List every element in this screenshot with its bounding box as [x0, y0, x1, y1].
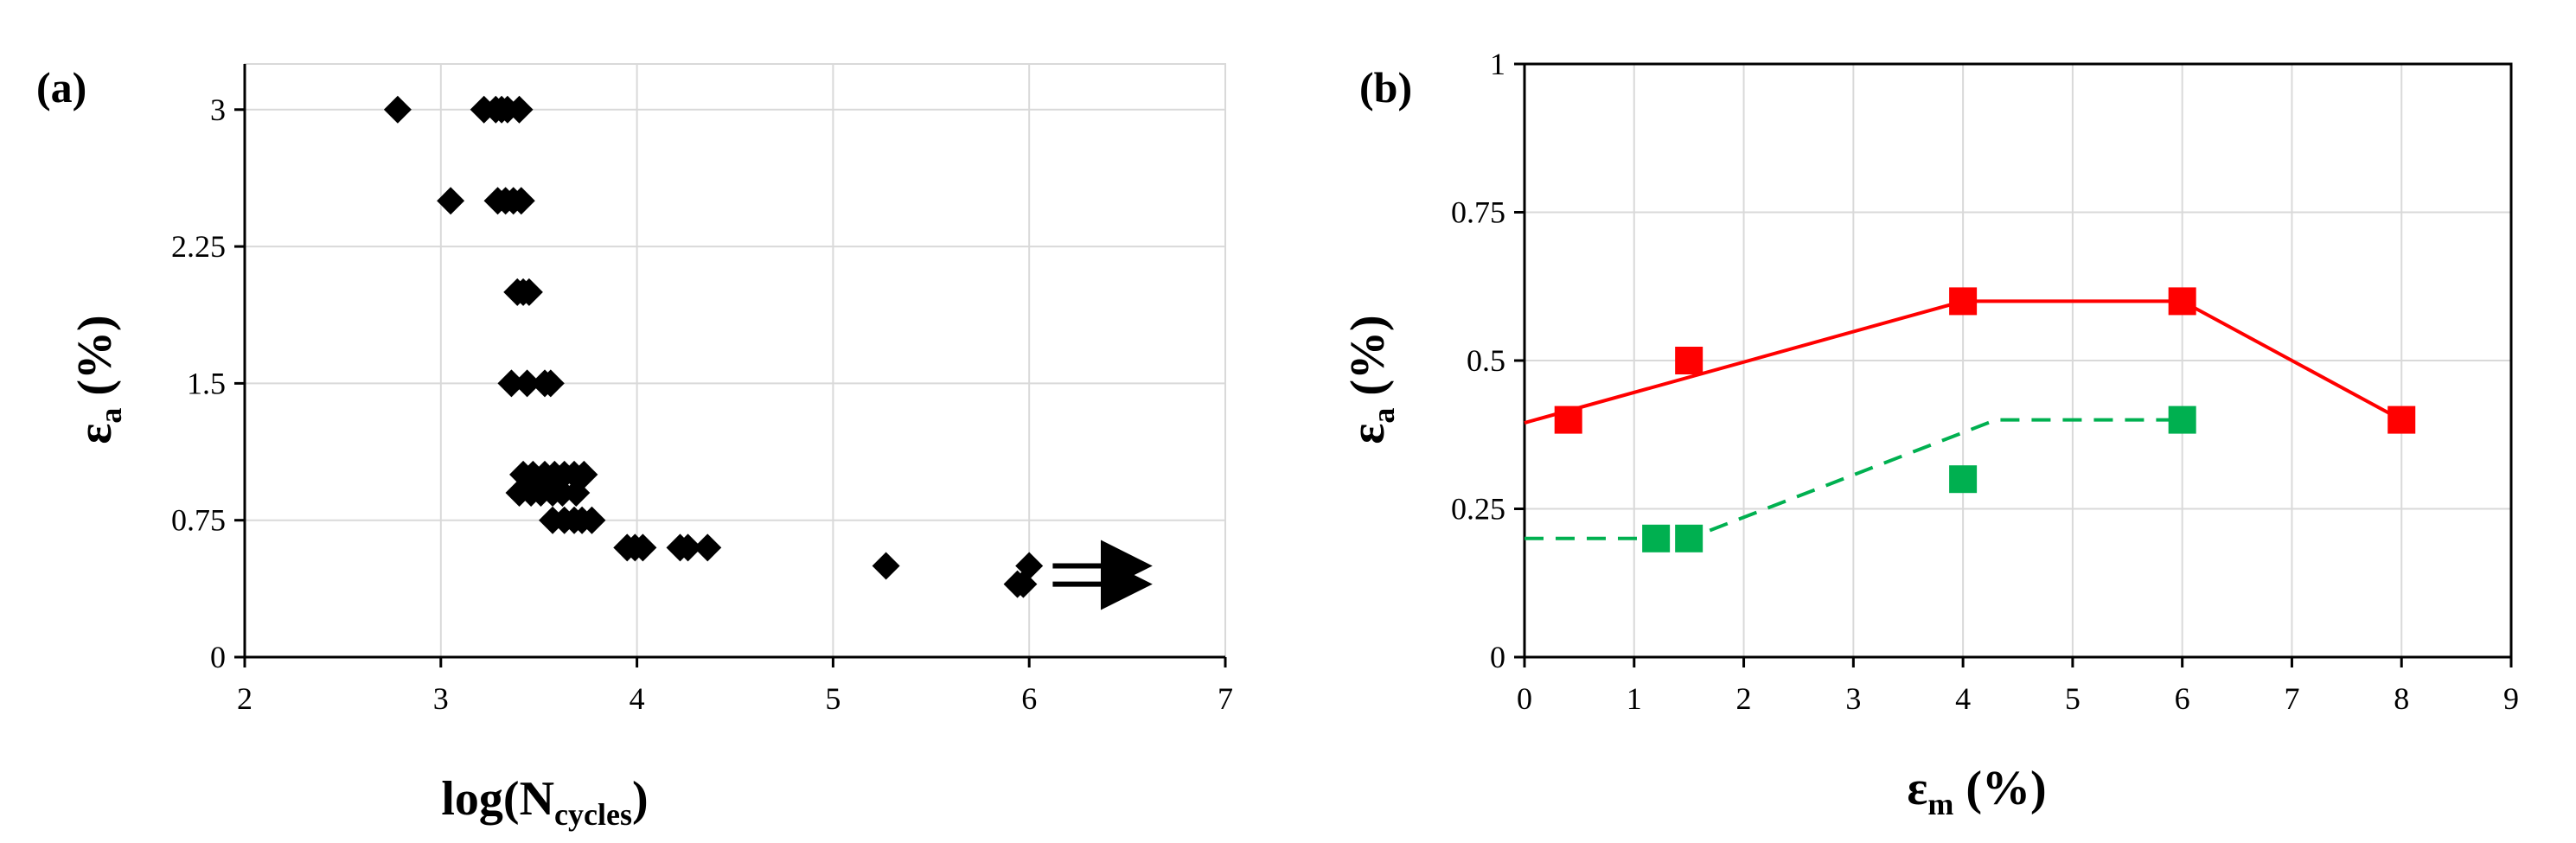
y-tick-label: 0 [210, 640, 226, 674]
data-point-diamond [515, 278, 543, 306]
y-tick-label: 1 [1490, 47, 1505, 81]
y-tick-label: 0 [1490, 640, 1505, 674]
x-tick-label: 4 [630, 681, 645, 716]
x-ticks-a: 2 3 4 5 6 7 [237, 657, 1233, 716]
data-point-square [2387, 406, 2416, 434]
data-point-diamond [694, 533, 722, 562]
x-tick-label: 5 [825, 681, 841, 716]
x-tick-label: 0 [1517, 681, 1532, 716]
y-axis-label-a: εa (%) [68, 315, 128, 444]
x-tick-label: 2 [237, 681, 252, 716]
data-point-diamond [674, 533, 702, 562]
x-tick-label: 7 [1218, 681, 1233, 716]
x-tick-label: 3 [1845, 681, 1861, 716]
x-tick-label: 6 [1021, 681, 1037, 716]
chart-panel-b: (b) 0 0.25 0.5 0.75 1 0 1 2 3 4 5 6 7 8 9 εm (%) εa (… [1341, 47, 2519, 821]
x-ticks-b: 0 1 2 3 4 5 6 7 8 9 [1517, 657, 2519, 716]
series-line-1 [1524, 299, 2403, 425]
data-points-a [383, 95, 1044, 598]
x-tick-label: 1 [1627, 681, 1642, 716]
data-point-diamond [437, 187, 465, 215]
data-point-diamond [872, 552, 900, 580]
data-point-square [2168, 287, 2196, 316]
x-tick-label: 6 [2175, 681, 2190, 716]
y-tick-label: 2.25 [171, 229, 226, 264]
y-tick-label: 0.75 [1451, 195, 1505, 230]
data-point-diamond [562, 479, 591, 508]
panel-label-b: (b) [1359, 63, 1412, 112]
data-point-diamond [383, 95, 412, 124]
x-axis-label-b: εm (%) [1907, 762, 2046, 821]
data-point-diamond [629, 533, 657, 562]
data-point-diamond [497, 369, 526, 398]
data-point-diamond [513, 369, 541, 398]
chart-panel-a: (a) 0 0.75 1.5 2.25 3 2 3 4 5 6 7 log(Ncycles) εa… [36, 63, 1233, 832]
arrows-a [1052, 540, 1153, 610]
data-point-square [1949, 287, 1978, 316]
y-ticks-a: 0 0.75 1.5 2.25 3 [171, 93, 245, 674]
data-point-square [2168, 406, 2196, 434]
fit-lines-b [1524, 299, 2403, 540]
data-point-diamond [505, 95, 534, 124]
data-point-square [1554, 406, 1582, 434]
data-point-square [1642, 524, 1671, 552]
y-tick-label: 3 [210, 93, 226, 127]
x-tick-label: 5 [2065, 681, 2081, 716]
data-point-square [1675, 524, 1703, 552]
data-point-square [1675, 347, 1703, 374]
y-ticks-b: 0 0.25 0.5 0.75 1 [1451, 47, 1525, 674]
x-tick-label: 3 [433, 681, 449, 716]
series-line-2 [1525, 418, 2183, 540]
data-point-diamond [578, 506, 606, 534]
data-point-diamond [1015, 552, 1044, 580]
data-points-b [1554, 287, 2416, 552]
x-tick-label: 7 [2284, 681, 2299, 716]
x-tick-label: 9 [2503, 681, 2519, 716]
grid-b [1525, 63, 2512, 657]
y-tick-label: 0.25 [1451, 492, 1505, 527]
data-point-diamond [536, 369, 565, 398]
x-tick-label: 4 [1955, 681, 1971, 716]
y-axis-label-b: εa (%) [1341, 315, 1401, 444]
y-tick-label: 0.75 [171, 503, 226, 538]
panel-label-a: (a) [36, 63, 86, 112]
data-point-diamond [507, 187, 535, 215]
y-tick-label: 1.5 [187, 366, 226, 400]
x-tick-label: 8 [2394, 681, 2409, 716]
x-axis-label-a: log(Ncycles) [441, 772, 648, 832]
y-tick-label: 0.5 [1467, 343, 1505, 378]
axes-a [243, 63, 1226, 659]
data-point-square [1949, 465, 1978, 494]
x-tick-label: 2 [1736, 681, 1752, 716]
